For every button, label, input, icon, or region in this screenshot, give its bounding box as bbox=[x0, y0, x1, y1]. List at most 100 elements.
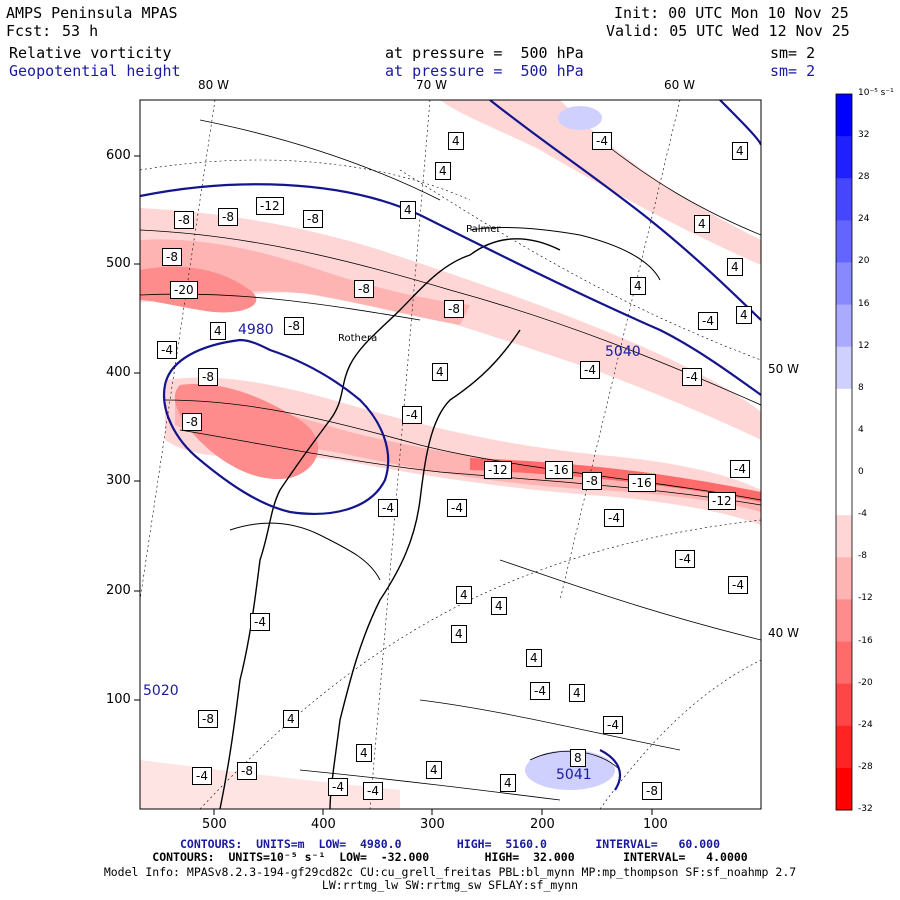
vorticity-contour-label: -4 bbox=[447, 499, 467, 517]
colorbar-swatch bbox=[836, 136, 852, 179]
colorbar-swatch bbox=[836, 346, 852, 390]
field1-name: Relative vorticity bbox=[9, 44, 172, 62]
vorticity-contour-label: 4 bbox=[736, 306, 752, 324]
axis-ticks bbox=[134, 155, 653, 815]
vorticity-jet-core bbox=[470, 458, 761, 502]
vorticity-band-north-core bbox=[140, 239, 470, 325]
colorbar-level-label: 28 bbox=[858, 172, 870, 183]
vorticity-core-west bbox=[140, 266, 257, 313]
x-tick-200: 200 bbox=[530, 817, 555, 832]
colorbar-swatch bbox=[836, 683, 852, 727]
model-title: AMPS Peninsula MPAS bbox=[6, 4, 178, 22]
colorbar-swatch bbox=[836, 557, 852, 600]
vorticity-contour-label: 4 bbox=[432, 363, 448, 381]
forecast-label: Fcst: bbox=[6, 22, 52, 40]
init-time: Init: 00 UTC Mon 10 Nov 25 bbox=[614, 4, 849, 22]
vorticity-contour-label: -16 bbox=[628, 474, 656, 492]
peninsula-coastline bbox=[219, 238, 561, 809]
vorticity-contour-label: -4 bbox=[682, 368, 702, 386]
vorticity-contour-label: -12 bbox=[708, 492, 736, 510]
station-rothera: Rothera bbox=[338, 333, 378, 344]
colorbar-level-label: -20 bbox=[858, 677, 873, 688]
vorticity-contour-label: -4 bbox=[530, 682, 550, 700]
height-contour-north bbox=[489, 100, 761, 321]
colorbar-level-label: 32 bbox=[858, 130, 870, 141]
y-tick-200: 200 bbox=[106, 583, 131, 598]
vorticity-contour-label: -4 bbox=[192, 767, 212, 785]
map-frame bbox=[139, 99, 762, 810]
footer-model-info-2: LW:rrtmg_lw SW:rrtmg_sw SFLAY:sf_mynn bbox=[321, 878, 579, 892]
ice-shelf-outline bbox=[229, 522, 381, 581]
vorticity-contour-label: -8 bbox=[218, 208, 238, 226]
colorbar-swatch bbox=[836, 220, 852, 263]
y-tick-300: 300 bbox=[106, 473, 131, 488]
colorbar-level-label: -8 bbox=[858, 551, 867, 562]
vorticity-contour-label: -8 bbox=[162, 248, 182, 266]
vorticity-contour-label: 4 bbox=[283, 710, 299, 728]
height-contour-4980 bbox=[162, 338, 390, 515]
vorticity-contour-label: -4 bbox=[730, 460, 750, 478]
vorticity-contour-label: -8 bbox=[198, 710, 218, 728]
lon-label-50w: 50 W bbox=[768, 362, 799, 376]
forecast-hour: 53 h bbox=[62, 22, 99, 40]
vorticity-contour-label: -8 bbox=[198, 368, 218, 386]
colorbar-level-label: 24 bbox=[858, 214, 870, 225]
colorbar-swatch bbox=[836, 725, 852, 769]
vorticity-contour-label: -8 bbox=[582, 472, 602, 490]
colorbar-level-label: -16 bbox=[858, 635, 873, 646]
vorticity-contour-label: -4 bbox=[698, 312, 718, 330]
colorbar-level-label: 4 bbox=[858, 424, 864, 435]
colorbar-swatch bbox=[836, 430, 852, 474]
field2-name: Geopotential height bbox=[9, 62, 181, 80]
smoothing1: sm= 2 bbox=[770, 44, 816, 62]
vorticity-contour-label: -12 bbox=[256, 197, 284, 215]
colorbar-frame bbox=[835, 93, 853, 811]
colorbar-swatch bbox=[836, 262, 852, 306]
footer-height-contours: CONTOURS: UNITS=m LOW= 4980.0 HIGH= 5160… bbox=[179, 837, 721, 851]
vorticity-contour-label: 4 bbox=[569, 684, 585, 702]
graticule bbox=[140, 100, 761, 809]
lon-label-40w: 40 W bbox=[768, 626, 799, 640]
x-tick-100: 100 bbox=[643, 817, 668, 832]
vorticity-contour-label: 4 bbox=[491, 597, 507, 615]
vorticity-contour-label: -8 bbox=[354, 280, 374, 298]
colorbar-swatch bbox=[836, 94, 852, 137]
footer-model-info: Model Info: MPASv8.2.3-194-gf29cd82c CU:… bbox=[103, 865, 797, 879]
vorticity-contour-label: -4 bbox=[603, 716, 623, 734]
colorbar bbox=[836, 94, 852, 811]
vorticity-contour-label: -4 bbox=[592, 132, 612, 150]
colorbar-swatch bbox=[836, 767, 852, 811]
vorticity-contour-label: 4 bbox=[435, 162, 451, 180]
map-fields bbox=[140, 100, 761, 809]
colorbar-level-label: -32 bbox=[858, 804, 873, 814]
vorticity-contour-label: -8 bbox=[182, 413, 202, 431]
vorticity-contour-label: -8 bbox=[642, 782, 662, 800]
lon-label-60w: 60 W bbox=[664, 78, 695, 92]
station-palmer: Palmer bbox=[466, 224, 501, 235]
vorticity-contour-label: 4 bbox=[448, 132, 464, 150]
positive-vorticity-patch-north bbox=[558, 106, 602, 130]
vorticity-low-center bbox=[174, 384, 319, 480]
colorbar-swatch bbox=[836, 388, 852, 432]
lon-label-80w: 80 W bbox=[198, 78, 229, 92]
y-tick-600: 600 bbox=[106, 148, 131, 163]
vorticity-contour-label: -8 bbox=[444, 300, 464, 318]
colorbar-swatch bbox=[836, 304, 852, 348]
valid-time: Valid: 05 UTC Wed 12 Nov 25 bbox=[606, 22, 850, 40]
vorticity-contour-label: 4 bbox=[694, 215, 710, 233]
vorticity-contour-label: -4 bbox=[402, 406, 422, 424]
y-tick-100: 100 bbox=[106, 692, 131, 707]
height-contours bbox=[140, 100, 761, 791]
smoothing2: sm= 2 bbox=[770, 62, 816, 80]
colorbar-swatch bbox=[836, 641, 852, 685]
vorticity-contour-label: 4 bbox=[451, 625, 467, 643]
coast-detail-north bbox=[469, 227, 661, 281]
y-tick-500: 500 bbox=[106, 256, 131, 271]
height-label-5041: 5041 bbox=[556, 767, 592, 783]
lon-label-70w: 70 W bbox=[416, 78, 447, 92]
vorticity-contour-label: 4 bbox=[210, 322, 226, 340]
vorticity-contour-label: -4 bbox=[604, 509, 624, 527]
vorticity-contour-label: -4 bbox=[728, 576, 748, 594]
colorbar-swatch bbox=[836, 178, 852, 221]
